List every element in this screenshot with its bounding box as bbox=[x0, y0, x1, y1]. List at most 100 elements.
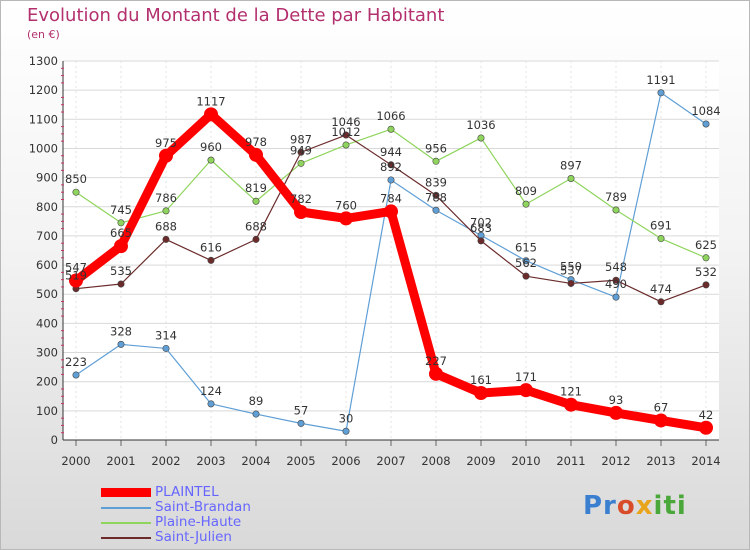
data-label: 223 bbox=[65, 355, 87, 369]
data-label: 1012 bbox=[331, 125, 360, 139]
y-tick-label: 500 bbox=[36, 287, 58, 301]
data-label: 547 bbox=[65, 261, 87, 275]
data-label: 850 bbox=[65, 172, 87, 186]
legend-swatch bbox=[101, 506, 151, 509]
data-point bbox=[612, 206, 620, 214]
data-point bbox=[69, 273, 83, 288]
data-label: 615 bbox=[515, 241, 537, 255]
data-label: 819 bbox=[245, 181, 267, 195]
data-label: 537 bbox=[560, 263, 582, 277]
y-tick-label: 1200 bbox=[29, 83, 58, 97]
data-label: 1046 bbox=[331, 115, 360, 129]
data-point bbox=[342, 141, 350, 149]
data-label: 789 bbox=[605, 190, 627, 204]
x-tick-label: 2001 bbox=[106, 454, 135, 468]
data-label: 57 bbox=[294, 403, 309, 417]
data-point bbox=[699, 420, 713, 435]
x-tick-label: 2008 bbox=[421, 454, 450, 468]
legend-label: Saint-Brandan bbox=[155, 499, 251, 515]
data-point bbox=[297, 419, 305, 427]
x-tick-label: 2012 bbox=[601, 454, 630, 468]
data-point bbox=[204, 107, 218, 122]
data-point bbox=[114, 239, 128, 254]
data-label: 550 bbox=[560, 260, 582, 274]
y-tick-label: 700 bbox=[36, 229, 58, 243]
data-label: 784 bbox=[380, 191, 402, 205]
data-point bbox=[162, 235, 170, 243]
data-label: 535 bbox=[110, 264, 132, 278]
legend-label: PLAINTEL bbox=[155, 484, 219, 500]
legend-item: Saint-Julien bbox=[101, 530, 251, 545]
x-tick-label: 2013 bbox=[646, 454, 675, 468]
data-point bbox=[477, 237, 485, 245]
data-label: 956 bbox=[425, 141, 447, 155]
data-label: 745 bbox=[110, 203, 132, 217]
data-point bbox=[612, 293, 620, 301]
data-point bbox=[72, 188, 80, 196]
y-tick-label: 300 bbox=[36, 346, 58, 360]
data-label: 89 bbox=[249, 394, 264, 408]
data-label: 788 bbox=[425, 190, 447, 204]
data-label: 944 bbox=[380, 145, 402, 159]
data-label: 897 bbox=[560, 158, 582, 172]
data-label: 949 bbox=[290, 143, 312, 157]
y-tick-label: 600 bbox=[36, 258, 58, 272]
data-point bbox=[117, 219, 125, 227]
data-point bbox=[657, 298, 665, 306]
data-label: 688 bbox=[245, 219, 267, 233]
data-point bbox=[612, 276, 620, 284]
data-point bbox=[162, 207, 170, 215]
chart-legend: PLAINTEL Saint-Brandan Plaine-Haute Saint-J… bbox=[101, 485, 251, 545]
data-point bbox=[207, 256, 215, 264]
data-label: 1191 bbox=[646, 73, 675, 87]
y-tick-label: 200 bbox=[36, 375, 58, 389]
data-label: 1084 bbox=[691, 104, 720, 118]
data-point bbox=[432, 206, 440, 214]
x-tick-label: 2005 bbox=[286, 454, 315, 468]
legend-item: PLAINTEL bbox=[101, 485, 251, 500]
data-point bbox=[567, 174, 575, 182]
data-point bbox=[519, 383, 533, 398]
data-point bbox=[429, 366, 443, 381]
data-point bbox=[252, 197, 260, 205]
chart-title: Evolution du Montant de la Dette par Hab… bbox=[27, 5, 445, 26]
data-point bbox=[162, 344, 170, 352]
data-point bbox=[297, 148, 305, 156]
data-point bbox=[654, 413, 668, 428]
y-tick-label: 900 bbox=[36, 171, 58, 185]
data-label: 474 bbox=[650, 282, 672, 296]
y-tick-label: 0 bbox=[51, 433, 58, 447]
data-label: 782 bbox=[290, 192, 312, 206]
legend-label: Saint-Julien bbox=[155, 529, 232, 545]
x-tick-label: 2002 bbox=[151, 454, 180, 468]
data-label: 978 bbox=[245, 135, 267, 149]
y-tick-label: 100 bbox=[36, 404, 58, 418]
y-tick-label: 1100 bbox=[29, 112, 58, 126]
data-label: 960 bbox=[200, 140, 222, 154]
data-point bbox=[294, 205, 308, 220]
data-point bbox=[477, 134, 485, 142]
data-point bbox=[384, 204, 398, 219]
legend-item: Plaine-Haute bbox=[101, 515, 251, 530]
data-label: 809 bbox=[515, 184, 537, 198]
data-point bbox=[564, 397, 578, 412]
data-point bbox=[117, 280, 125, 288]
data-point bbox=[702, 281, 710, 289]
chart-unit-label: (en €) bbox=[27, 28, 60, 41]
legend-item: Saint-Brandan bbox=[101, 500, 251, 515]
data-point bbox=[522, 272, 530, 280]
data-label: 892 bbox=[380, 160, 402, 174]
data-label: 30 bbox=[339, 411, 354, 425]
data-label: 786 bbox=[155, 191, 177, 205]
data-label: 93 bbox=[609, 393, 624, 407]
data-point bbox=[609, 405, 623, 420]
data-label: 683 bbox=[470, 221, 492, 235]
proxiti-logo: Proxiti bbox=[583, 491, 687, 521]
x-tick-label: 2007 bbox=[376, 454, 405, 468]
data-label: 760 bbox=[335, 198, 357, 212]
data-point bbox=[117, 340, 125, 348]
legend-label: Plaine-Haute bbox=[155, 514, 242, 530]
y-tick-label: 400 bbox=[36, 316, 58, 330]
data-point bbox=[702, 120, 710, 128]
